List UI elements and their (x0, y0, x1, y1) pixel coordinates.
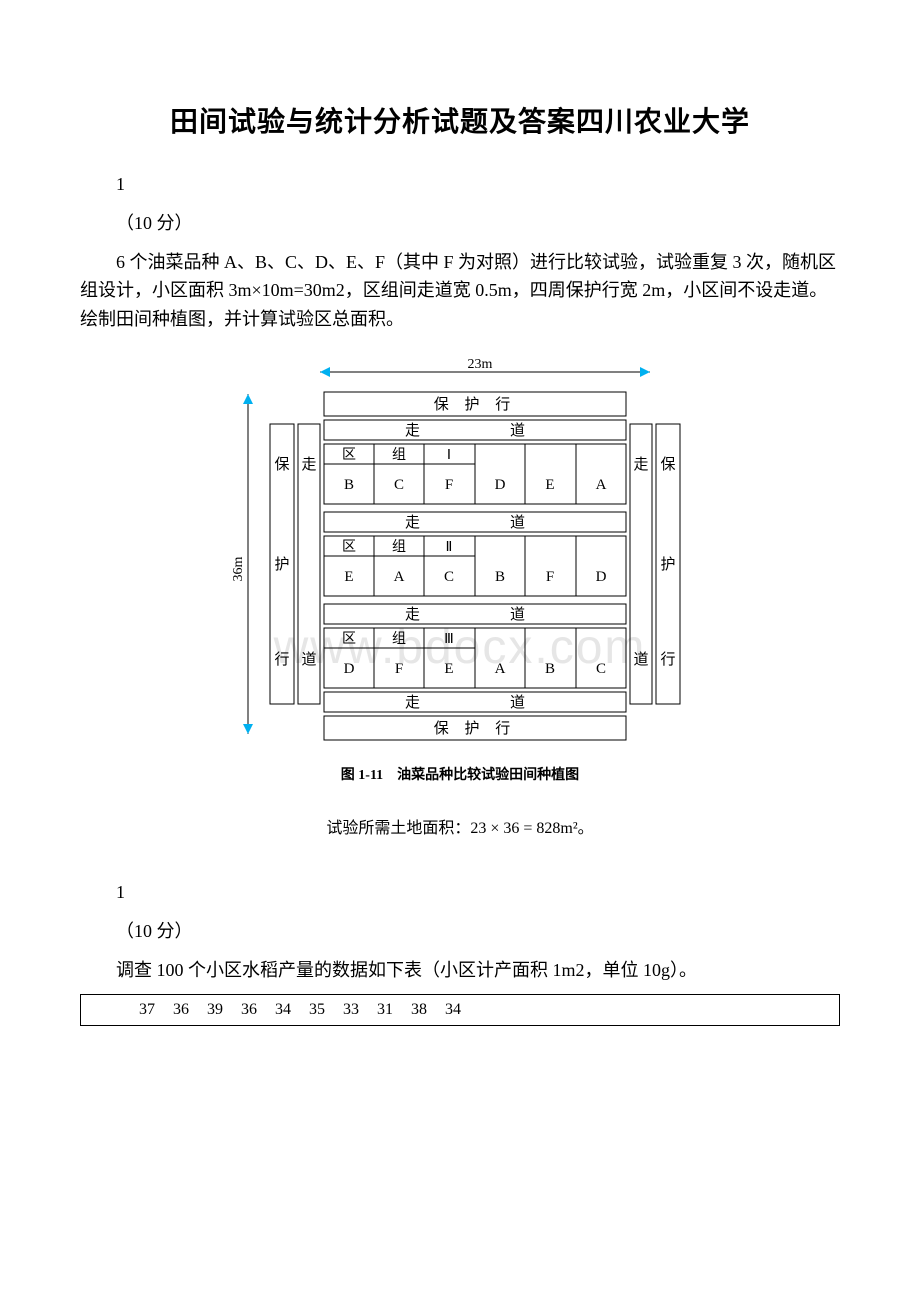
svg-text:F: F (395, 661, 403, 677)
svg-text:Ⅲ: Ⅲ (444, 632, 454, 647)
svg-text:保: 保 (660, 456, 675, 473)
svg-text:C: C (394, 477, 404, 493)
svg-text:D: D (344, 661, 355, 677)
cell: 34 (275, 1001, 291, 1019)
cell: 34 (445, 1001, 461, 1019)
q1-number: 1 (80, 170, 840, 199)
svg-text:组: 组 (392, 539, 406, 555)
svg-text:走: 走 (301, 456, 316, 473)
svg-text:C: C (444, 569, 454, 585)
height-label: 36m (231, 556, 246, 581)
svg-text:走 道: 走 道 (405, 514, 545, 531)
svg-text:保 护 行: 保 护 行 (434, 720, 517, 737)
svg-text:B: B (344, 477, 354, 493)
svg-text:Ⅱ: Ⅱ (446, 540, 453, 555)
page-title: 田间试验与统计分析试题及答案四川农业大学 (80, 100, 840, 140)
svg-text:护: 护 (660, 556, 675, 573)
block-1: 区 组 Ⅰ B C F D E A (324, 444, 626, 504)
svg-text:D: D (596, 569, 607, 585)
cell: 31 (377, 1001, 393, 1019)
cell: 38 (411, 1001, 427, 1019)
svg-text:B: B (495, 569, 505, 585)
svg-text:D: D (495, 477, 506, 493)
svg-text:护: 护 (274, 556, 289, 573)
area-formula: 试验所需土地面积：23 × 36 = 828m²。 (80, 814, 840, 838)
data-table: 37 36 39 36 34 35 33 31 38 34 (80, 994, 840, 1026)
svg-text:F: F (445, 477, 453, 493)
diagram-caption: 图 1-11 油菜品种比较试验田间种植图 (80, 764, 840, 784)
svg-text:道: 道 (301, 651, 316, 668)
svg-text:A: A (495, 661, 506, 677)
width-label: 23m (468, 357, 493, 372)
svg-text:走 道: 走 道 (405, 606, 545, 623)
svg-text:走 道: 走 道 (405, 694, 545, 711)
cell: 35 (309, 1001, 325, 1019)
cell: 36 (173, 1001, 189, 1019)
cell: 37 (139, 1001, 155, 1019)
svg-text:保: 保 (274, 456, 289, 473)
cell: 36 (241, 1001, 257, 1019)
q1-score: （10 分） (80, 209, 840, 238)
diagram-svg: 23m 36m 保 护 行 走 道 走 道 保 护 行 (230, 354, 690, 754)
svg-text:C: C (596, 661, 606, 677)
svg-text:走: 走 (633, 456, 648, 473)
cell: 33 (343, 1001, 359, 1019)
svg-text:B: B (545, 661, 555, 677)
svg-text:A: A (394, 569, 405, 585)
svg-text:区: 区 (342, 631, 356, 647)
cell: 39 (207, 1001, 223, 1019)
q2-score: （10 分） (80, 917, 840, 946)
field-diagram: 23m 36m 保 护 行 走 道 走 道 保 护 行 (80, 354, 840, 754)
svg-text:行: 行 (660, 651, 675, 668)
svg-text:保 护 行: 保 护 行 (434, 396, 517, 413)
svg-text:F: F (546, 569, 554, 585)
svg-text:道: 道 (633, 651, 648, 668)
svg-text:区: 区 (342, 447, 356, 463)
block-2: 区 组 Ⅱ E A C B F D (324, 536, 626, 596)
svg-text:走 道: 走 道 (405, 422, 545, 439)
svg-text:Ⅰ: Ⅰ (447, 448, 451, 463)
svg-text:E: E (444, 661, 453, 677)
q2-number: 1 (80, 878, 840, 907)
svg-text:E: E (545, 477, 554, 493)
block-3: 区 组 Ⅲ D F E A B C (324, 628, 626, 688)
svg-text:区: 区 (342, 539, 356, 555)
svg-text:E: E (344, 569, 353, 585)
q2-text: 调查 100 个小区水稻产量的数据如下表（小区计产面积 1m2，单位 10g）。 (80, 956, 840, 985)
page-content: 田间试验与统计分析试题及答案四川农业大学 1 （10 分） 6 个油菜品种 A、… (0, 0, 920, 1066)
svg-text:组: 组 (392, 631, 406, 647)
svg-text:A: A (596, 477, 607, 493)
svg-text:组: 组 (392, 447, 406, 463)
table-row: 37 36 39 36 34 35 33 31 38 34 (81, 995, 839, 1025)
q1-text: 6 个油菜品种 A、B、C、D、E、F（其中 F 为对照）进行比较试验，试验重复… (80, 248, 840, 334)
svg-text:行: 行 (274, 651, 289, 668)
